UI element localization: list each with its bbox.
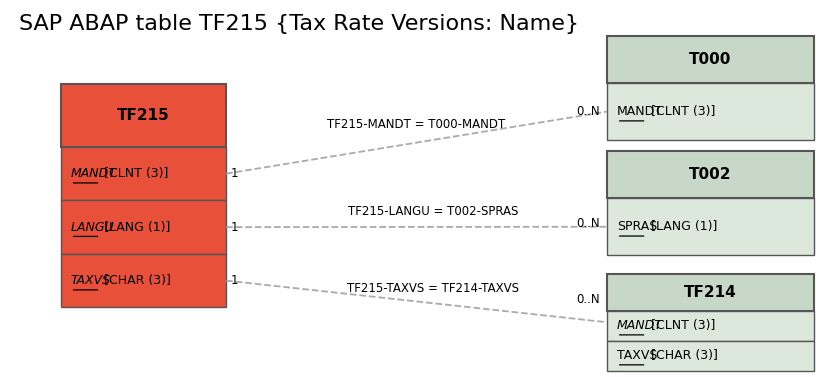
Text: 1: 1 — [231, 167, 238, 180]
Text: 1: 1 — [231, 274, 238, 287]
Text: [LANG (1)]: [LANG (1)] — [646, 220, 717, 233]
Text: 0..N: 0..N — [576, 105, 601, 118]
Text: TAXVS: TAXVS — [71, 274, 111, 287]
Text: MANDT: MANDT — [71, 167, 117, 180]
Bar — [61, 84, 227, 147]
Text: 0..N: 0..N — [576, 216, 601, 230]
Bar — [606, 311, 814, 340]
Text: LANGU: LANGU — [71, 221, 114, 234]
Text: [CLNT (3)]: [CLNT (3)] — [646, 319, 715, 332]
Text: TF215-TAXVS = TF214-TAXVS: TF215-TAXVS = TF214-TAXVS — [347, 282, 519, 296]
Text: TAXVS: TAXVS — [616, 349, 657, 362]
Text: TF215-LANGU = T002-SPRAS: TF215-LANGU = T002-SPRAS — [348, 205, 518, 218]
Bar — [61, 254, 227, 307]
Bar — [606, 151, 814, 198]
Text: MANDT: MANDT — [616, 319, 662, 332]
Text: MANDT: MANDT — [616, 105, 663, 118]
Bar — [606, 340, 814, 371]
Text: TF215-MANDT = T000-MANDT: TF215-MANDT = T000-MANDT — [327, 118, 506, 132]
Text: 1: 1 — [231, 221, 238, 234]
Bar — [606, 198, 814, 255]
Text: TF214: TF214 — [684, 285, 736, 300]
Text: 0..N: 0..N — [576, 293, 601, 307]
Text: SAP ABAP table TF215 {Tax Rate Versions: Name}: SAP ABAP table TF215 {Tax Rate Versions:… — [19, 14, 579, 34]
Text: [LANG (1)]: [LANG (1)] — [101, 221, 171, 234]
Text: [CLNT (3)]: [CLNT (3)] — [646, 105, 715, 118]
Bar — [606, 83, 814, 140]
Text: [CHAR (3)]: [CHAR (3)] — [646, 349, 717, 362]
Bar — [61, 201, 227, 254]
Text: T000: T000 — [689, 52, 731, 67]
Bar — [606, 274, 814, 311]
Text: [CHAR (3)]: [CHAR (3)] — [101, 274, 172, 287]
Text: T002: T002 — [689, 167, 731, 182]
Text: SPRAS: SPRAS — [616, 220, 657, 233]
Bar — [606, 36, 814, 83]
Text: TF215: TF215 — [117, 108, 170, 123]
Text: [CLNT (3)]: [CLNT (3)] — [101, 167, 169, 180]
Bar — [61, 147, 227, 201]
